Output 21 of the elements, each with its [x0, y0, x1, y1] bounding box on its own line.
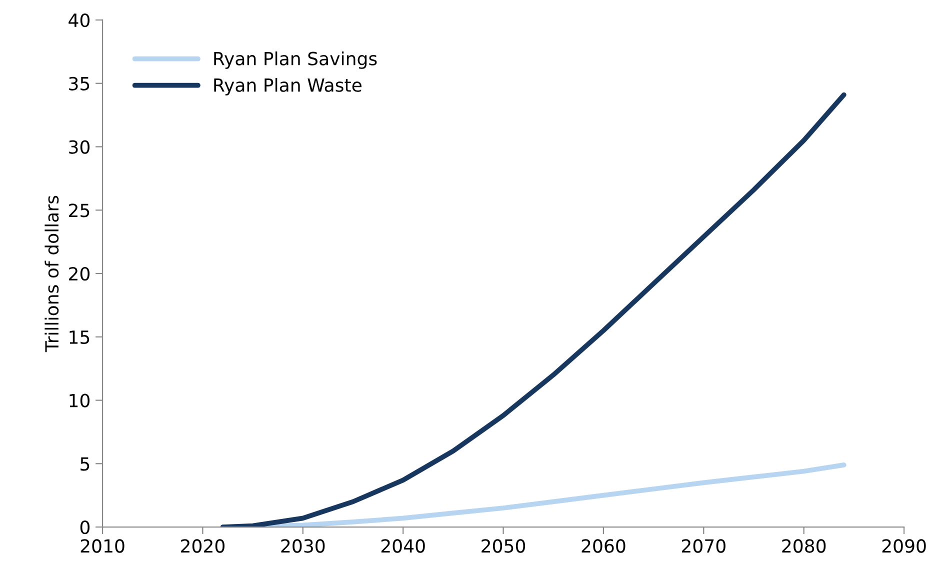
- x-tick-label: 2070: [682, 539, 726, 553]
- y-tick-label: 5: [80, 457, 90, 471]
- legend-label: Ryan Plan Waste: [214, 78, 362, 96]
- y-tick-label: 25: [69, 204, 90, 218]
- x-tick-label: 2090: [882, 539, 926, 553]
- x-tick-label: 2040: [381, 539, 425, 553]
- y-axis-title: Trillions of dollars: [44, 196, 59, 352]
- y-tick-label: 30: [69, 140, 90, 154]
- y-tick-label: 10: [70, 394, 90, 408]
- x-tick-label: 2020: [181, 539, 224, 553]
- x-tick-label: 2080: [782, 539, 826, 553]
- legend-label: Ryan Plan Savings: [214, 51, 377, 69]
- x-tick-label: 2050: [482, 539, 526, 553]
- x-tick-label: 2010: [80, 539, 124, 553]
- y-tick-label: 40: [68, 13, 90, 28]
- x-tick-label: 2060: [582, 539, 626, 553]
- y-tick-label: 20: [69, 266, 90, 281]
- y-tick-label: 35: [69, 76, 90, 90]
- x-tick-label: 2030: [281, 539, 325, 553]
- y-tick-label: 0: [80, 520, 90, 534]
- y-tick-label: 15: [70, 330, 90, 344]
